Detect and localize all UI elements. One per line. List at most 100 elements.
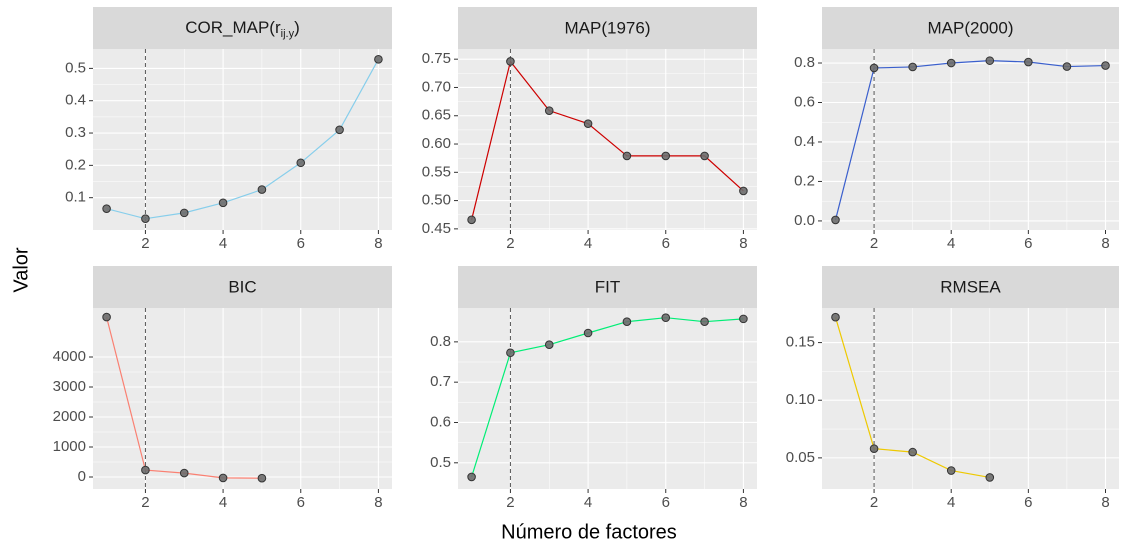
y-tick-label: 0.5 — [430, 454, 451, 471]
data-point — [544, 106, 554, 115]
y-tick-label: 0.05 — [786, 449, 815, 466]
y-tick-label: 0.50 — [422, 192, 451, 209]
data-point — [141, 465, 150, 475]
y-tick-label: 0.8 — [430, 333, 451, 350]
x-tick-label: 6 — [662, 494, 670, 511]
y-tick-label: 0.5 — [65, 59, 86, 76]
panel: COR_MAP(rij.y) 0.1 0.2 0.3 0.4 0.5 2 4 6 8 — [65, 7, 392, 252]
strip — [822, 266, 1119, 308]
y-tick-label: 3000 — [53, 378, 86, 395]
panel-title: MAP(2000) — [928, 18, 1014, 37]
panel-title: COR_MAP(rij.y) — [185, 18, 300, 39]
y-tick-label: 2000 — [53, 408, 86, 425]
x-tick-label: 2 — [870, 494, 878, 511]
data-point — [296, 158, 306, 168]
data-point — [622, 317, 632, 327]
y-tick-label: 0.4 — [65, 92, 86, 109]
data-point — [946, 58, 956, 68]
y-tick-label: 0.75 — [422, 50, 451, 67]
data-point — [831, 215, 840, 225]
data-point — [218, 198, 228, 208]
y-tick-label: 0 — [78, 468, 86, 485]
x-tick-label: 8 — [1101, 235, 1109, 252]
x-tick-label: 6 — [1024, 235, 1032, 252]
y-tick-label: 0.6 — [430, 413, 451, 430]
x-tick-label: 4 — [219, 235, 227, 252]
panel: BIC 0 1000 2000 3000 4000 2 4 6 8 — [53, 266, 392, 511]
data-point — [544, 340, 554, 349]
data-point — [869, 444, 879, 453]
x-tick-label: 6 — [297, 494, 305, 511]
data-point — [335, 125, 344, 135]
panel-background — [822, 308, 1119, 489]
x-tick-label: 4 — [947, 235, 955, 252]
y-tick-label: 0.2 — [794, 172, 815, 189]
data-point — [661, 151, 671, 161]
y-tick-label: 0.4 — [794, 133, 815, 150]
panel-title: FIT — [595, 277, 621, 296]
panel-title-part: ) — [294, 18, 300, 37]
data-point — [739, 186, 748, 196]
x-tick-label: 4 — [219, 494, 227, 511]
x-tick-label: 2 — [506, 494, 514, 511]
data-point — [739, 314, 748, 324]
y-tick-label: 0.15 — [786, 334, 815, 351]
panel: MAP(1976) 0.45 0.50 0.55 0.60 0.65 0.70 0.75 2 4 6… — [422, 7, 757, 252]
x-tick-label: 4 — [584, 494, 592, 511]
y-tick-label: 0.55 — [422, 163, 451, 180]
y-tick-label: 0.8 — [794, 54, 815, 71]
x-tick-label: 6 — [297, 235, 305, 252]
data-point — [257, 473, 267, 483]
x-tick-label: 6 — [1024, 494, 1032, 511]
series-line — [471, 60, 744, 220]
panel-title-part: ij.y — [281, 28, 295, 40]
data-point — [506, 57, 515, 66]
data-point — [1101, 61, 1110, 70]
x-tick-label: 4 — [947, 494, 955, 511]
series-line — [471, 317, 744, 478]
y-tick-label: 0.10 — [786, 391, 815, 408]
series-line — [106, 59, 379, 220]
data-point — [1024, 57, 1033, 67]
data-point — [700, 151, 709, 161]
data-point — [908, 62, 917, 72]
y-tick-label: 1000 — [53, 438, 86, 455]
data-point — [661, 313, 671, 322]
x-tick-label: 8 — [739, 235, 747, 252]
panel-title: BIC — [228, 277, 256, 296]
data-point — [102, 204, 111, 213]
x-tick-label: 6 — [662, 235, 670, 252]
data-point — [1062, 62, 1072, 71]
strip — [458, 7, 757, 49]
y-tick-label: 0.3 — [65, 124, 86, 141]
x-tick-label: 2 — [506, 235, 514, 252]
data-point — [869, 63, 879, 73]
data-point — [583, 328, 593, 338]
panel-background — [822, 49, 1119, 230]
x-tick-label: 8 — [739, 494, 747, 511]
data-point — [985, 56, 995, 65]
panel-background — [458, 308, 757, 489]
y-tick-label: 0.2 — [65, 156, 86, 173]
strip — [93, 7, 392, 49]
data-point — [179, 468, 189, 478]
data-point — [622, 151, 632, 161]
data-point — [506, 348, 515, 358]
data-point — [583, 119, 593, 128]
panel: MAP(2000) 0.0 0.2 0.4 0.6 0.8 2 4 6 8 — [794, 7, 1119, 252]
data-point — [467, 472, 476, 482]
strip — [93, 266, 392, 308]
strip — [458, 266, 757, 308]
y-tick-label: 0.65 — [422, 107, 451, 124]
x-tick-label: 4 — [584, 235, 592, 252]
panel-title-part: COR_MAP(r — [185, 18, 281, 37]
panel-background — [93, 49, 392, 230]
panel-title: RMSEA — [940, 277, 1001, 296]
data-point — [831, 312, 840, 322]
data-point — [374, 55, 383, 64]
data-point — [467, 215, 476, 225]
data-point — [218, 473, 228, 483]
data-point — [700, 317, 709, 327]
y-axis-title: Valor — [10, 247, 32, 293]
